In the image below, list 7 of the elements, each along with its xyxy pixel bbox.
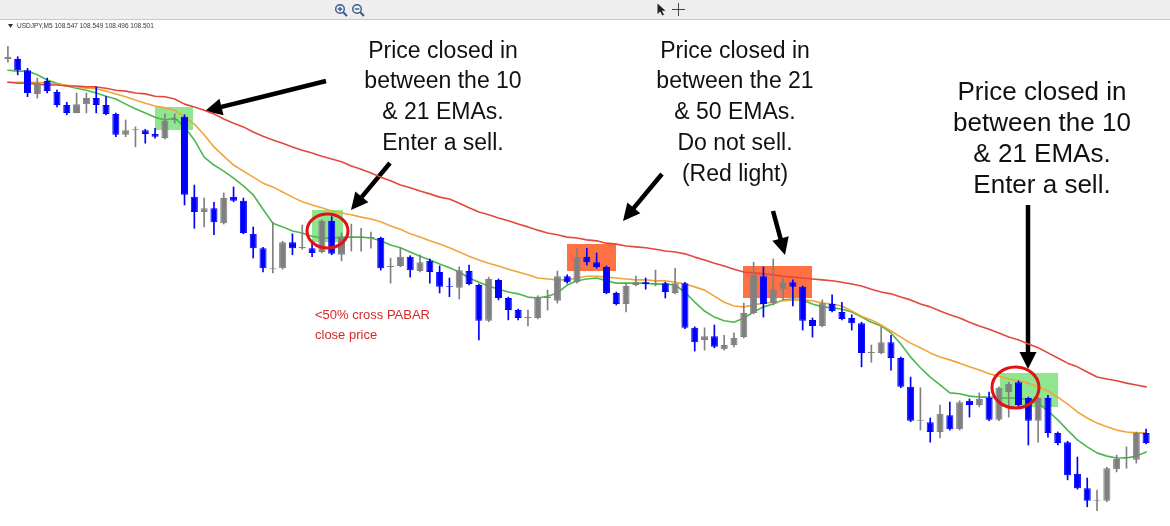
annotation: Price closed in between the 10 & 21 EMAs. Enter a sell. <box>953 76 1131 200</box>
candlestick <box>200 197 208 228</box>
annotation: <50% cross PABAR close price <box>315 306 431 344</box>
candlestick <box>789 279 797 307</box>
candlestick <box>141 128 149 144</box>
annotation: Price closed in between the 21 & 50 EMAs. Do not sell. (Red light) <box>656 35 814 188</box>
annotation: Price closed in between the 10 & 21 EMAs. Enter a sell. <box>364 35 522 157</box>
